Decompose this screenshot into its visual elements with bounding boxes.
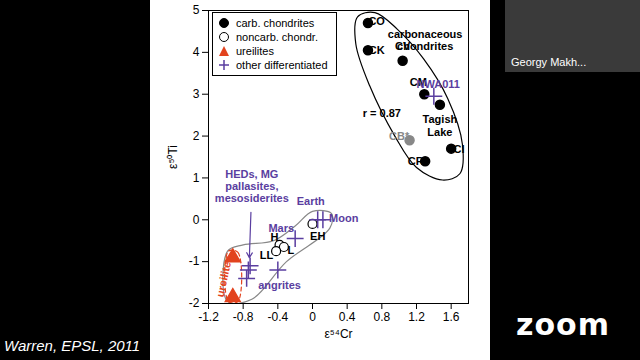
svg-text:CR: CR bbox=[408, 155, 424, 167]
svg-text:0.4: 0.4 bbox=[339, 310, 356, 324]
svg-text:CB*: CB* bbox=[389, 130, 410, 142]
svg-text:1.2: 1.2 bbox=[408, 310, 425, 324]
svg-text:0.8: 0.8 bbox=[373, 310, 390, 324]
svg-text:ε⁵⁰Ti: ε⁵⁰Ti bbox=[166, 145, 180, 169]
html-text:Georgy Makh...: Georgy Makh... bbox=[511, 56, 587, 68]
svg-text:-0.4: -0.4 bbox=[267, 310, 288, 324]
svg-text:-1: -1 bbox=[189, 254, 200, 268]
svg-text:HEDs, MGpallasites,mesosiderit: HEDs, MGpallasites,mesosiderites bbox=[215, 168, 289, 204]
svg-text:TagishLake: TagishLake bbox=[423, 113, 458, 137]
svg-text:ε⁵⁴Cr: ε⁵⁴Cr bbox=[324, 327, 352, 341]
svg-text:r = 0.87: r = 0.87 bbox=[363, 107, 401, 119]
svg-text:CI: CI bbox=[453, 143, 464, 155]
svg-text:0: 0 bbox=[193, 213, 200, 227]
svg-text:NWA011: NWA011 bbox=[416, 78, 459, 90]
svg-text:Moon: Moon bbox=[329, 212, 359, 224]
svg-text:-1.2: -1.2 bbox=[198, 310, 219, 324]
svg-text:H: H bbox=[270, 231, 278, 243]
svg-text:3: 3 bbox=[193, 87, 200, 101]
svg-text:Earth: Earth bbox=[297, 195, 325, 207]
svg-text:4: 4 bbox=[193, 45, 200, 59]
svg-text:CV: CV bbox=[395, 40, 411, 52]
svg-text:CK: CK bbox=[369, 44, 385, 56]
svg-text:LL: LL bbox=[260, 249, 274, 261]
svg-text:-0.8: -0.8 bbox=[233, 310, 254, 324]
svg-text:-2: -2 bbox=[189, 296, 200, 310]
svg-text:carbonaceouschondrites: carbonaceouschondrites bbox=[388, 28, 463, 52]
svg-text:1.6: 1.6 bbox=[443, 310, 460, 324]
html-text:carb. chondrites: carb. chondrites bbox=[236, 17, 315, 29]
svg-text:angrites: angrites bbox=[258, 279, 301, 291]
html-text:noncarb. chondr.: noncarb. chondr. bbox=[236, 31, 318, 43]
html-text:ureilites: ureilites bbox=[236, 45, 274, 57]
svg-text:1: 1 bbox=[193, 171, 200, 185]
svg-text:Mars: Mars bbox=[268, 222, 295, 234]
svg-text:0: 0 bbox=[309, 310, 316, 324]
svg-text:2: 2 bbox=[193, 129, 200, 143]
html-text:other differentiated: other differentiated bbox=[236, 59, 328, 71]
svg-text:L: L bbox=[287, 244, 294, 256]
svg-text:ureilites: ureilites bbox=[214, 254, 235, 298]
svg-text:EH: EH bbox=[310, 230, 325, 242]
svg-text:5: 5 bbox=[193, 3, 200, 17]
html-text:zoom: zoom bbox=[516, 307, 610, 342]
html-text:Warren, EPSL, 2011: Warren, EPSL, 2011 bbox=[4, 337, 141, 354]
svg-text:CO: CO bbox=[368, 15, 385, 27]
